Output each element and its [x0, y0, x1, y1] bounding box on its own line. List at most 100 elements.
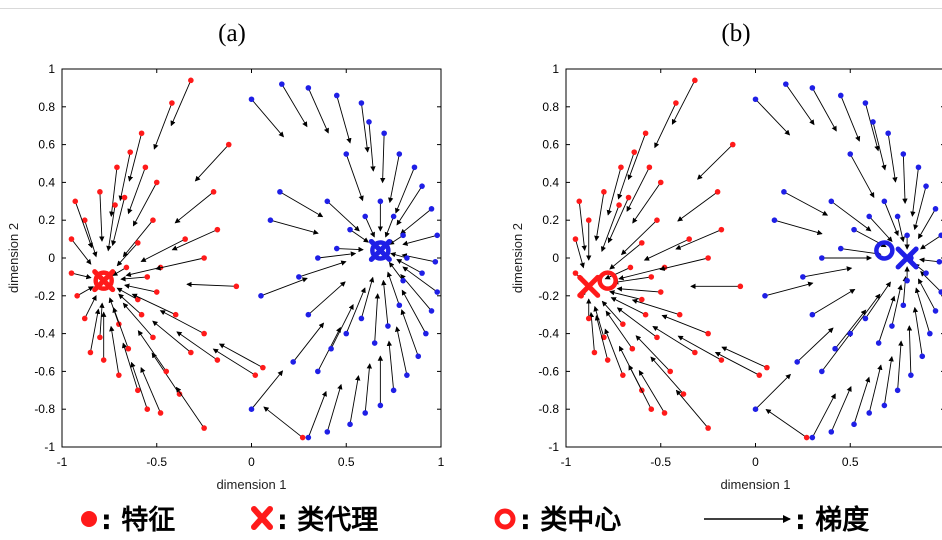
- feature-point: [396, 302, 403, 309]
- feature-point: [639, 240, 645, 246]
- gradient-arrow: [594, 314, 609, 361]
- gradient-arrow: [617, 152, 635, 200]
- feature-point: [411, 164, 418, 171]
- gradient-arrow: [402, 234, 438, 246]
- feature-point: [290, 359, 296, 365]
- feature-point: [358, 100, 365, 106]
- gradient-arrow: [159, 310, 205, 334]
- feature-point: [657, 289, 664, 295]
- feature-point: [783, 81, 789, 87]
- gradient-arrow: [71, 272, 92, 280]
- gradient-arrow: [84, 220, 98, 258]
- x-axis-label: dimension 1: [720, 477, 790, 492]
- gradient-arrow: [897, 340, 904, 391]
- feature-point: [625, 194, 632, 201]
- gradient-arrow: [849, 293, 881, 334]
- y-tick-label: 0.4: [38, 175, 55, 189]
- gradient-arrow: [643, 238, 690, 261]
- feature-point: [572, 270, 579, 276]
- class-proxy-marker: [368, 238, 392, 262]
- feature-point: [188, 77, 194, 84]
- feature-point: [163, 368, 170, 375]
- feature-point: [657, 179, 664, 186]
- gradient-arrow: [714, 352, 760, 376]
- feature-point: [432, 258, 439, 265]
- gradient-arrow: [593, 305, 605, 338]
- feature-point: [881, 402, 888, 409]
- gradient-arrow: [131, 293, 176, 316]
- feature-point: [875, 340, 882, 346]
- y-tick-label: -0.6: [34, 364, 55, 378]
- gradient-arrow: [155, 257, 205, 271]
- feature-point: [116, 372, 122, 378]
- feature-point: [324, 198, 331, 205]
- legend-feature-marker: [81, 511, 97, 527]
- x-tick-label: 0.5: [338, 455, 355, 469]
- gradient-arrow: [675, 389, 709, 429]
- feature-point: [646, 164, 653, 171]
- gradient-arrow: [292, 322, 325, 363]
- feature-point: [601, 189, 607, 195]
- gradient-arrow: [251, 370, 284, 410]
- feature-point: [125, 345, 132, 352]
- gradient-arrow: [153, 102, 173, 150]
- gradient-arrow: [212, 348, 256, 376]
- feature-point: [680, 391, 687, 397]
- feature-point: [661, 410, 668, 416]
- gradient-arrow: [601, 300, 624, 325]
- feature-point: [347, 226, 353, 233]
- feature-point: [631, 149, 638, 155]
- feature-point: [800, 274, 806, 280]
- gradient-arrow: [137, 330, 167, 372]
- gradient-arrow: [609, 242, 643, 270]
- feature-point: [771, 217, 778, 223]
- feature-point: [225, 141, 232, 148]
- y-tick-label: 1: [552, 62, 559, 76]
- gradient-arrow: [774, 219, 823, 236]
- gradient-arrow: [697, 144, 734, 180]
- feature-point: [434, 232, 441, 239]
- feature-point: [585, 217, 592, 223]
- feature-point: [328, 345, 334, 352]
- gradient-arrow: [176, 331, 218, 361]
- gradient-arrow: [401, 289, 427, 334]
- gradient-arrow: [118, 293, 142, 316]
- gradient-arrow: [395, 167, 415, 214]
- gradient-arrow: [840, 95, 861, 142]
- feature-point: [737, 283, 744, 290]
- y-tick-label: 0.2: [38, 213, 55, 227]
- y-tick-label: -0.6: [538, 364, 559, 378]
- feature-point: [252, 372, 259, 378]
- gradient-arrow: [906, 325, 913, 376]
- gradient-arrow: [812, 288, 856, 316]
- gradient-arrow: [638, 370, 665, 414]
- feature-point: [932, 308, 939, 314]
- feature-point: [618, 164, 624, 171]
- y-tick-label: 1: [48, 62, 55, 76]
- feature-point: [248, 96, 255, 103]
- gradient-arrow: [588, 311, 595, 353]
- feature-point: [377, 402, 384, 409]
- gradient-arrow: [396, 259, 423, 274]
- gradient-arrow: [868, 216, 893, 243]
- feature-point: [762, 293, 768, 299]
- gradient-arrow: [122, 302, 154, 338]
- class-proxy-marker: [895, 246, 919, 270]
- feature-point: [604, 357, 611, 363]
- legend-center-label: : 类中心: [520, 505, 621, 536]
- feature-point: [620, 321, 626, 327]
- gradient-arrow: [298, 260, 347, 278]
- proxy-stroke: [92, 269, 116, 293]
- feature-point: [803, 434, 810, 441]
- gradient-arrow: [124, 283, 157, 293]
- gradient-arrow: [388, 261, 404, 281]
- feature-point: [74, 293, 80, 299]
- feature-point: [870, 119, 876, 125]
- feature-point: [169, 100, 175, 106]
- feature-point: [894, 213, 901, 220]
- feature-point: [781, 189, 787, 195]
- y-tick-label: -0.2: [538, 289, 559, 303]
- panel-a-chart: (a) -1 -0.5 0 0.5 1 -1 -0.8 -0.6 -0.4 -0.2 0 0.2 0.4 0…: [6, 20, 445, 492]
- feature-point: [305, 311, 312, 318]
- class-proxy-marker: [92, 269, 116, 293]
